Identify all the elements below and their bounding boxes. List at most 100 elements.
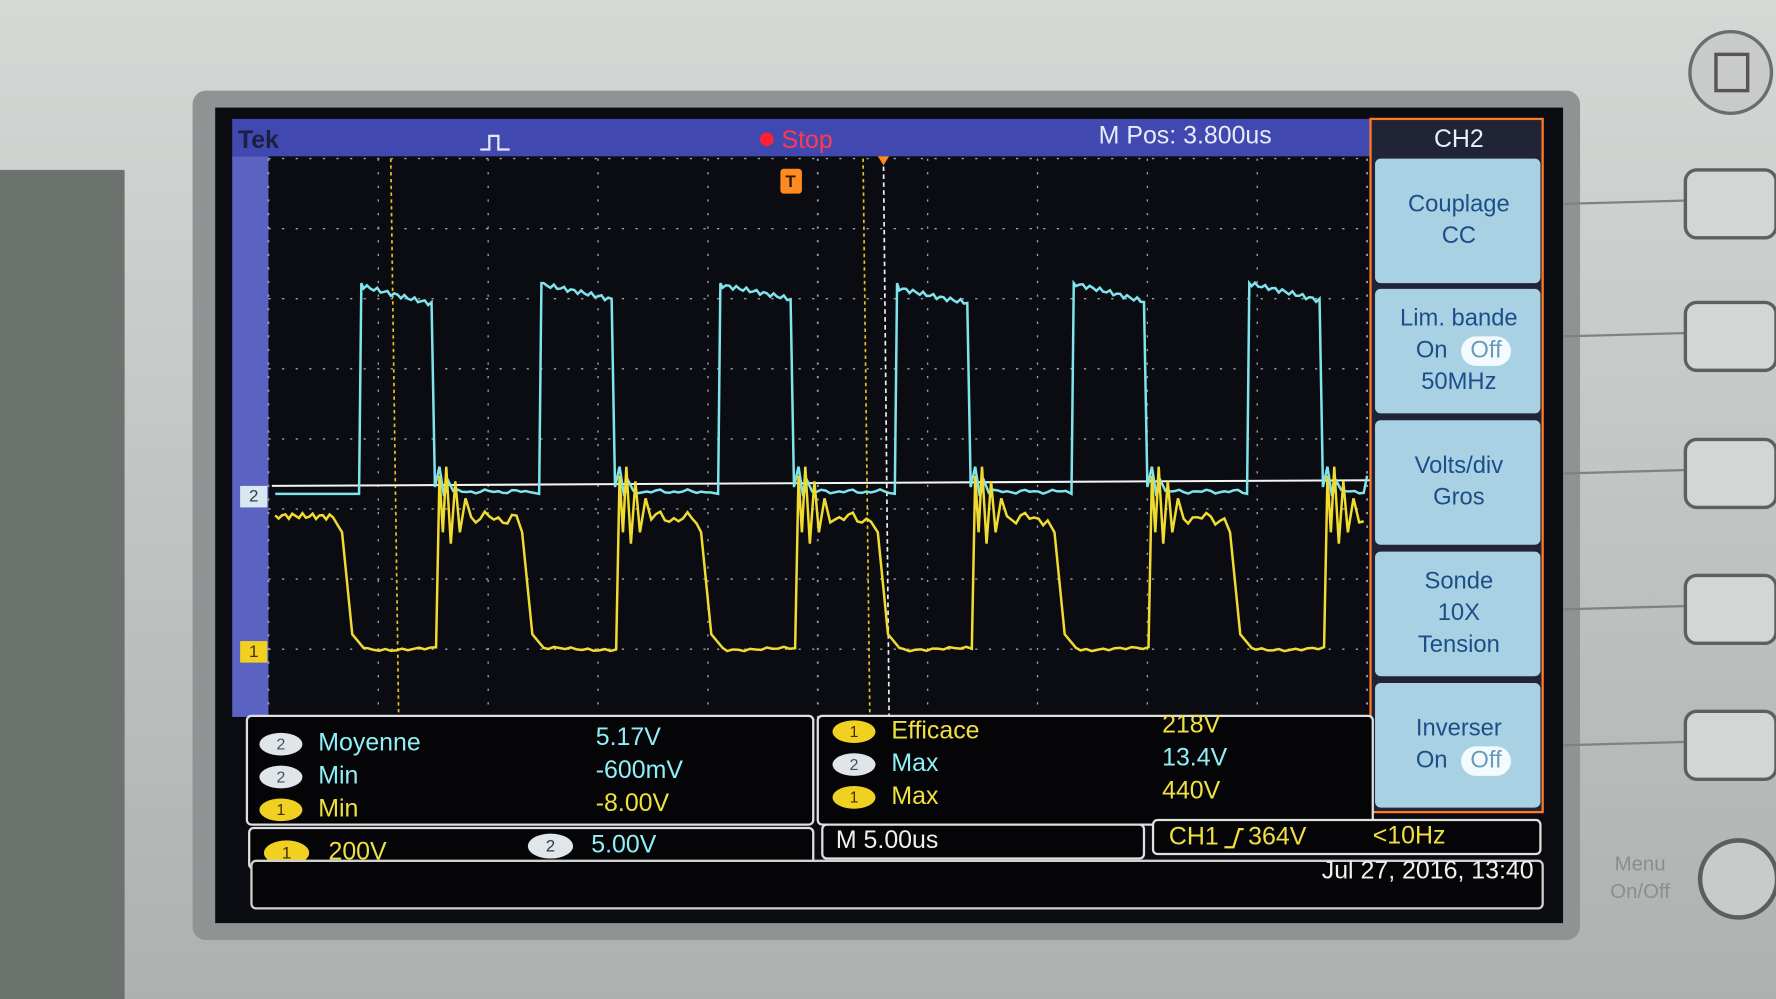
measure-value: 13.4V [1162, 743, 1227, 771]
brand: Tek [238, 126, 279, 154]
ch1-marker [240, 641, 268, 663]
menu-button[interactable] [1375, 682, 1541, 808]
button-guide [1563, 199, 1688, 206]
stop-dot [760, 132, 774, 147]
measurements: 2 Moyenne 5.17V 2 Min -600mV 1 Min -8.00V 1 Effica… [259, 711, 1228, 822]
measure-value: 5.17V [596, 723, 661, 751]
ch2-badge-label: 2 [546, 837, 555, 856]
background-left [0, 169, 125, 999]
channel-badge-label: 2 [850, 757, 859, 774]
cursor-line [389, 158, 400, 720]
menu-text: Inverser [1416, 715, 1502, 742]
measure-name: Max [891, 749, 939, 777]
ch1-badge-label: 1 [282, 844, 291, 863]
timebase: M 5.00us [836, 826, 938, 854]
timebase-box [821, 823, 1146, 860]
option-selected [1461, 336, 1511, 366]
measure-box-left [245, 714, 815, 826]
menu-button[interactable] [1375, 288, 1541, 414]
ch2-marker-label: 2 [249, 487, 258, 506]
menu-text: Volts/div [1415, 452, 1504, 479]
bezel-button[interactable] [1683, 573, 1776, 646]
menu-option: On [1416, 336, 1448, 363]
measure-name: Efficace [891, 716, 979, 744]
menu-onoff-button[interactable] [1697, 838, 1776, 920]
measure-value: 218V [1162, 711, 1221, 739]
channel-badge-label: 2 [276, 769, 285, 786]
bezel-button[interactable] [1683, 437, 1776, 510]
save-icon [1714, 52, 1750, 93]
button-guide [1563, 604, 1688, 611]
menu-option: Off [1470, 336, 1502, 363]
menu-text: 50MHz [1421, 368, 1496, 395]
menu-text: Lim. bande [1400, 305, 1518, 332]
channel-badge [832, 786, 876, 809]
measure-value: -8.00V [596, 789, 670, 817]
option-selected [1461, 746, 1511, 776]
channel-badge-label: 1 [850, 724, 859, 741]
trigger-marker [780, 168, 802, 194]
trigger-time-line [882, 158, 890, 720]
measure-name: Moyenne [318, 729, 420, 757]
button-guide [1563, 740, 1688, 747]
trigger-frequency: <10Hz [1373, 822, 1446, 850]
trigger-type-icon [480, 134, 510, 151]
button-guide [1563, 468, 1688, 475]
top-bar [232, 118, 1371, 157]
menu-button[interactable] [1375, 420, 1541, 545]
channel-badge-label: 1 [850, 790, 859, 807]
ch1-marker-label: 1 [249, 642, 258, 661]
cursor-line [862, 158, 871, 720]
bezel-button[interactable] [1683, 168, 1776, 240]
channel-badge [832, 753, 876, 776]
measure-name: Min [318, 794, 358, 822]
trigger-slope [1224, 827, 1244, 849]
ch1-badge [263, 840, 310, 866]
menu-text: Couplage [1408, 190, 1510, 217]
channel-badge-label: 2 [276, 736, 285, 753]
trigger-box [1151, 818, 1542, 856]
trigger-position [877, 156, 890, 166]
channel-badge [832, 720, 876, 744]
horizontal-position: M Pos: 3.800us [1099, 122, 1272, 150]
menu-items: Couplage CC Lim. bande On Off 50MHz Volts/div G… [1375, 158, 1541, 808]
menu-option: Off [1470, 746, 1502, 773]
waveforms [274, 279, 1369, 653]
ch2-scale: 5.00V [591, 831, 656, 859]
bezel-button[interactable] [1683, 300, 1776, 373]
menu-title: CH2 [1434, 125, 1484, 153]
menu-button[interactable] [1375, 551, 1541, 677]
menu-text: CC [1442, 222, 1476, 249]
menu-text: Sonde [1424, 567, 1493, 594]
ch2-trace [275, 279, 1369, 497]
channel-badge [259, 732, 303, 756]
datetime: Jul 27, 2016, 13:40 [1322, 857, 1534, 885]
measure-value: -600mV [596, 756, 684, 784]
measure-name: Max [891, 782, 939, 810]
channel-badge [259, 798, 303, 822]
date-bar [250, 859, 1544, 910]
menu-text: Tension [1418, 631, 1500, 658]
channel-badge-label: 1 [276, 802, 285, 819]
button-guide [1563, 331, 1688, 338]
measure-name: Min [318, 762, 358, 790]
ch2-badge [527, 833, 574, 859]
bezel-buttons [1563, 168, 1776, 781]
ch1-trace [274, 466, 1364, 653]
measure-value: 440V [1162, 776, 1221, 804]
trigger-level: 364V [1248, 823, 1307, 851]
menu-text: 10X [1438, 599, 1480, 626]
trigger-source: CH1 [1169, 823, 1219, 851]
channel-badge [259, 765, 303, 789]
menu-option: On [1416, 746, 1448, 773]
menu-button-label: Menu [1615, 854, 1666, 876]
onoff-button-label: On/Off [1610, 881, 1670, 903]
save-button[interactable] [1688, 30, 1774, 115]
acq-status: Stop [782, 126, 833, 154]
trigger-marker-label: T [785, 172, 796, 191]
menu-button[interactable] [1375, 158, 1541, 284]
left-strip [232, 156, 269, 717]
bezel-button[interactable] [1683, 709, 1776, 781]
